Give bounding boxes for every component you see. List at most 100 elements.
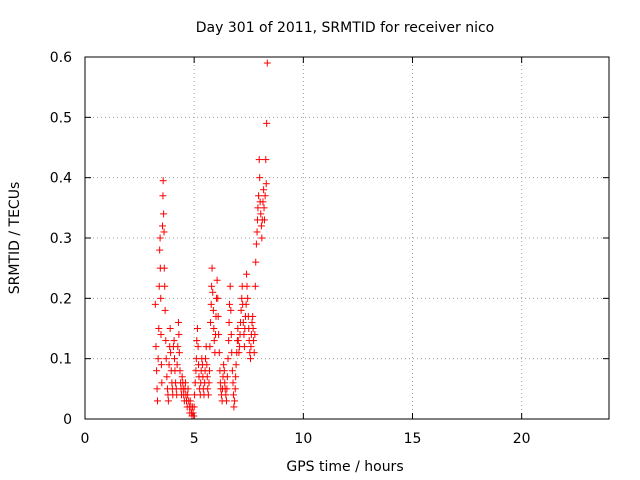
data-point [153,397,161,405]
data-point [190,403,198,411]
data-point [250,337,258,345]
data-point [156,234,164,242]
data-point [253,228,261,236]
data-point [157,361,165,369]
data-point [226,300,234,308]
data-point [221,379,229,387]
data-point [208,282,216,290]
data-point [257,210,265,218]
data-point [203,373,211,381]
y-axis-label: SRMTID / TECUs [7,182,23,295]
data-point [246,355,254,363]
data-point [243,282,251,290]
data-point [225,337,233,345]
data-point [251,331,259,339]
data-point [213,276,221,284]
data-point [210,325,218,332]
data-point [151,300,159,308]
data-point [234,337,242,345]
data-point [230,403,238,411]
data-point [160,228,168,236]
data-point [153,367,161,375]
y-tick-label: 0.1 [50,352,72,368]
data-point [176,367,184,375]
data-point [220,367,228,375]
data-point [231,385,239,393]
data-point [159,192,167,200]
data-point [155,325,163,332]
data-point [214,312,222,320]
data-point [227,331,235,339]
data-point [209,288,217,296]
data-point [163,373,171,381]
data-point [184,385,192,393]
data-point [231,397,239,405]
data-point [161,282,169,290]
data-point [255,156,263,164]
data-point [208,264,216,272]
data-point [159,177,167,185]
data-point [240,331,248,339]
data-point [244,294,252,302]
data-point [204,385,212,393]
data-point [222,391,230,399]
data-point [162,355,170,363]
data-point [226,282,234,290]
data-point [260,186,268,194]
data-point [154,355,162,363]
data-point [178,373,186,381]
y-tick-label: 0.6 [50,50,72,66]
data-point [161,306,169,314]
data-point [165,361,173,369]
data-point [243,270,251,278]
data-point [234,325,242,332]
data-point [193,337,201,345]
data-point [162,337,170,345]
x-axis-label: GPS time / hours [286,459,403,475]
x-tick-label: 0 [81,431,90,447]
data-point [174,318,182,326]
data-point [247,343,255,351]
data-point [153,385,161,393]
x-tick-label: 20 [513,431,531,447]
data-point [248,318,256,326]
data-point [215,331,223,339]
data-point [181,379,189,387]
data-point [190,412,198,420]
data-point [229,379,237,387]
data-point [252,240,260,248]
data-point [207,318,215,326]
data-point [224,355,232,363]
data-point [171,355,179,363]
data-point [229,391,237,399]
grid-lines [85,57,609,419]
data-point [259,198,267,206]
y-tick-label: 0.2 [50,291,72,307]
data-point [209,306,217,314]
data-point [159,222,167,230]
data-point [186,397,194,405]
data-point [194,343,202,351]
data-point [240,343,248,351]
data-point [175,349,183,357]
data-point [237,306,245,314]
x-tick-label: 5 [190,431,199,447]
data-point [193,325,201,332]
y-tick-label: 0.3 [50,231,72,247]
data-point [223,373,231,381]
data-point [227,306,235,314]
data-point [261,192,269,200]
data-point [232,373,240,381]
data-point [184,391,192,399]
data-points [151,59,271,420]
data-point [232,361,240,369]
data-point [263,59,271,67]
x-tick-label: 10 [294,431,312,447]
data-point [225,318,233,326]
data-point [223,385,231,393]
data-point [205,367,213,375]
data-point [202,355,210,363]
data-point [222,397,230,405]
data-point [175,331,183,339]
